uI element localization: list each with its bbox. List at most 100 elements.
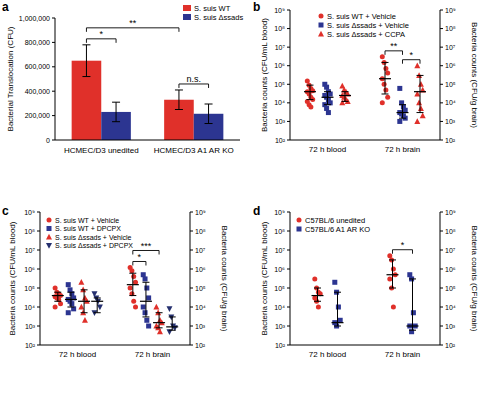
tick <box>287 84 290 85</box>
point <box>144 286 149 291</box>
tick-label: 10⁷ <box>195 247 206 254</box>
panel-title: d <box>253 204 260 218</box>
axis-title: Bacteria counts (CFU/mL blood) <box>8 221 17 335</box>
point <box>78 304 84 310</box>
point <box>414 62 420 68</box>
category-label: 72 h blood <box>309 350 346 359</box>
legend-marker <box>46 234 52 240</box>
point <box>382 82 387 87</box>
point <box>78 279 84 285</box>
tick <box>37 250 40 251</box>
tick <box>440 121 443 122</box>
point <box>338 318 343 323</box>
tick-label: 10³ <box>445 118 456 125</box>
tick-label: 10³ <box>275 323 286 330</box>
sig-bracket <box>403 60 421 64</box>
point <box>58 301 63 306</box>
tick <box>190 269 193 270</box>
legend-marker <box>47 218 52 223</box>
tick <box>440 326 443 327</box>
range-bar <box>399 105 406 119</box>
point <box>146 295 151 300</box>
point <box>143 310 148 315</box>
legend-marker <box>297 227 302 232</box>
error-bar <box>175 90 183 110</box>
tick-label: 1,000,000 <box>19 15 50 22</box>
tick-label: 10² <box>445 137 456 144</box>
tick-label: 10⁸ <box>274 228 285 235</box>
point <box>69 301 74 306</box>
tick-label: 10⁶ <box>274 266 285 273</box>
tick <box>287 250 290 251</box>
tick <box>190 307 193 308</box>
tick <box>52 66 55 67</box>
range-bar <box>142 282 149 317</box>
point <box>324 85 329 90</box>
plot-area <box>52 265 178 335</box>
tick-label: 10⁷ <box>275 44 286 51</box>
range-bar <box>417 75 424 112</box>
point <box>385 71 390 76</box>
legend-label: S. suis Δssads + CCPA <box>327 30 405 39</box>
tick <box>287 28 290 29</box>
sig-bracket <box>86 28 179 32</box>
tick-label: 10⁵ <box>195 285 206 292</box>
legend-label: S. suis Δssads + DPCPX <box>55 242 133 249</box>
point <box>312 276 317 281</box>
tick-label: 400,000 <box>25 88 50 95</box>
axis-title: Bacteria counts (CFU/g brain) <box>220 226 229 332</box>
tick <box>37 288 40 289</box>
point <box>133 280 138 285</box>
tick-label: 10² <box>275 137 286 144</box>
plot-area <box>312 253 419 334</box>
panel-title: a <box>2 0 9 14</box>
tick <box>287 345 290 346</box>
axis-title: Bacteria counts (CFU/g brain) <box>470 226 479 332</box>
range-bar <box>156 313 163 328</box>
point <box>166 306 172 312</box>
tick-label: 10⁹ <box>445 209 456 216</box>
tick-label: 10⁷ <box>275 247 286 254</box>
tick-label: 10⁴ <box>274 99 285 106</box>
axis-line <box>290 10 291 140</box>
point <box>66 310 71 315</box>
point <box>391 305 396 310</box>
point <box>380 54 385 59</box>
sig-bracket <box>393 250 413 254</box>
legend-label: S. suis Δssads + Vehicle <box>327 21 409 30</box>
tick <box>190 326 193 327</box>
legend-marker <box>319 23 324 28</box>
tick <box>440 231 443 232</box>
tick <box>37 307 40 308</box>
range-bar <box>314 288 321 301</box>
tick <box>440 307 443 308</box>
legend-label: C57BL/6 A1 AR KO <box>305 225 370 234</box>
tick <box>440 84 443 85</box>
point <box>332 280 337 285</box>
point <box>66 282 71 287</box>
range-bar <box>389 260 396 288</box>
point <box>82 317 88 323</box>
tick <box>440 102 443 103</box>
sig-label: * <box>99 29 103 39</box>
tick-label: 10⁹ <box>24 209 35 216</box>
point <box>146 324 151 329</box>
point <box>141 305 146 310</box>
tick <box>287 212 290 213</box>
range-bar <box>324 92 331 105</box>
axis-title: Bacteria counts (CFU/mL blood) <box>260 221 269 335</box>
legend-label: S. suis Δssads + Vehicle <box>55 234 132 241</box>
legend-marker <box>183 5 191 11</box>
tick <box>37 231 40 232</box>
tick <box>52 91 55 92</box>
tick-label: 10⁶ <box>24 266 35 273</box>
point <box>339 100 345 106</box>
point <box>153 304 159 310</box>
sig-bracket <box>133 261 146 265</box>
point <box>128 286 133 291</box>
point <box>397 119 402 124</box>
tick-label: 10⁶ <box>195 266 206 273</box>
range-bar <box>307 85 314 99</box>
tick-label: 10³ <box>25 323 36 330</box>
tick-label: 10⁴ <box>24 304 35 311</box>
